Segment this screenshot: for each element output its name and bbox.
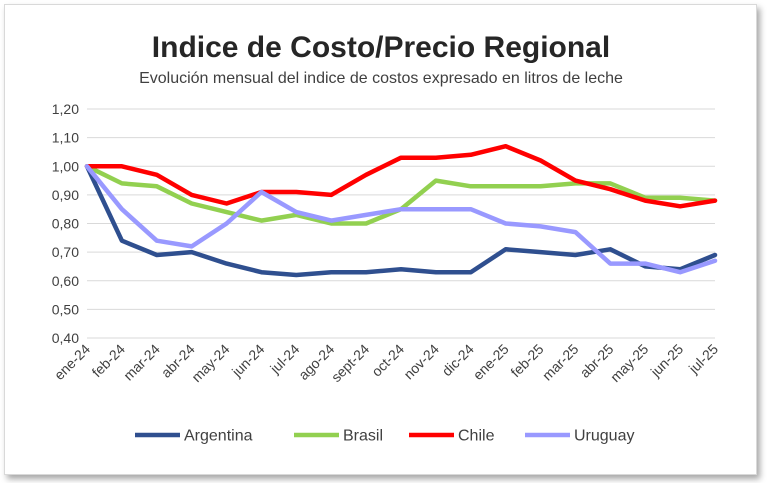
x-tick-label: jul-25 <box>685 341 721 377</box>
chart-title: Indice de Costo/Precio Regional <box>152 31 610 64</box>
x-tick-label: nov-24 <box>400 341 442 383</box>
y-tick-label: 0,80 <box>52 216 79 232</box>
y-tick-label: 1,20 <box>52 101 79 117</box>
x-tick-label: mar-24 <box>120 341 163 384</box>
legend-label-argentina: Argentina <box>184 428 253 445</box>
series-lines <box>84 143 718 278</box>
legend: Argentina Brasil Chile Uruguay <box>135 428 634 445</box>
legend-label-uruguay: Uruguay <box>574 428 634 445</box>
y-tick-label: 0,40 <box>52 330 79 346</box>
series-line-uruguay <box>84 164 718 275</box>
x-tick-label: oct-24 <box>368 341 407 380</box>
y-tick-label: 0,90 <box>52 187 79 203</box>
x-tick-label: jun-25 <box>647 341 687 381</box>
x-tick-label: sept-24 <box>328 341 372 385</box>
x-tick-label: mar-25 <box>539 341 582 384</box>
series-line-argentina <box>84 164 718 278</box>
y-tick-label: 1,10 <box>52 130 79 146</box>
x-tick-label: jun-24 <box>228 341 268 381</box>
chart-frame: Indice de Costo/Precio Regional Evolució… <box>4 4 757 475</box>
x-tick-label: ene-24 <box>51 341 93 383</box>
series-line-chile <box>84 143 718 209</box>
legend-label-brasil: Brasil <box>343 428 383 445</box>
y-axis-ticks: 0,40 0,50 0,60 0,70 0,80 0,90 1,00 1,10 1,20 <box>52 101 79 346</box>
chart-subtitle: Evolución mensual del indice de costos e… <box>139 70 623 87</box>
x-tick-label: ene-25 <box>470 341 512 383</box>
y-tick-label: 0,50 <box>52 301 79 317</box>
y-tick-label: 1,00 <box>52 158 79 174</box>
gridlines <box>87 108 715 339</box>
x-tick-label: may-25 <box>607 341 651 385</box>
y-tick-label: 0,70 <box>52 244 79 260</box>
y-tick-label: 0,60 <box>52 273 79 289</box>
legend-label-chile: Chile <box>458 428 495 445</box>
x-tick-label: may-24 <box>188 341 232 385</box>
line-chart: Indice de Costo/Precio Regional Evolució… <box>51 31 721 445</box>
